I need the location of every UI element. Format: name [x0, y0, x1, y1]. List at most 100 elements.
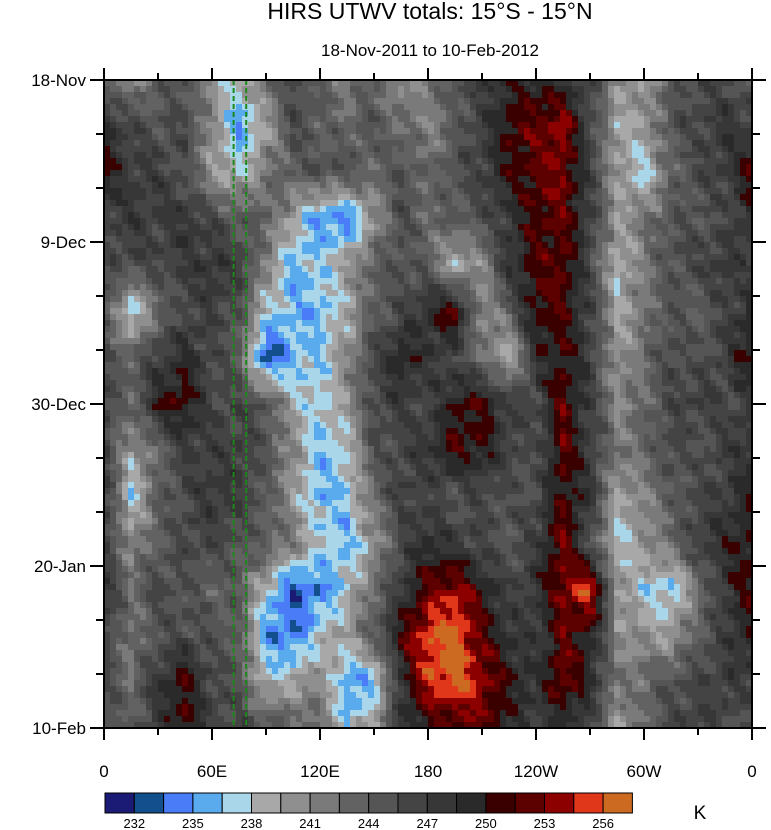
heatmap-cell	[416, 170, 423, 177]
heatmap-cell	[368, 152, 375, 159]
heatmap-cell	[638, 194, 645, 201]
heatmap-cell	[416, 224, 423, 231]
heatmap-cell	[338, 98, 345, 105]
heatmap-cell	[314, 92, 321, 99]
heatmap-cell	[200, 206, 207, 213]
heatmap-cell	[494, 272, 501, 279]
heatmap-cell	[734, 80, 741, 87]
heatmap-cell	[386, 206, 393, 213]
heatmap-cell	[518, 116, 525, 123]
heatmap-cell	[134, 92, 141, 99]
heatmap-cell	[596, 158, 603, 165]
heatmap-cell	[302, 164, 309, 171]
heatmap-cell	[662, 230, 669, 237]
heatmap-cell	[560, 266, 567, 273]
heatmap-cell	[290, 170, 297, 177]
heatmap-cell	[698, 152, 705, 159]
heatmap-cell	[374, 224, 381, 231]
heatmap-cell	[296, 170, 303, 177]
heatmap-cell	[386, 80, 393, 87]
heatmap-cell	[674, 152, 681, 159]
heatmap-cell	[344, 122, 351, 129]
heatmap-cell	[374, 212, 381, 219]
heatmap-cell	[122, 350, 129, 357]
heatmap-cell	[398, 278, 405, 285]
heatmap-cell	[710, 344, 717, 351]
heatmap-cell	[452, 278, 459, 285]
heatmap-cell	[188, 248, 195, 255]
heatmap-cell	[146, 356, 153, 363]
heatmap-cell	[722, 260, 729, 267]
heatmap-cell	[236, 296, 243, 303]
heatmap-cell	[686, 254, 693, 261]
heatmap-cell	[176, 344, 183, 351]
heatmap-cell	[656, 80, 663, 87]
heatmap-cell	[668, 266, 675, 273]
heatmap-cell	[590, 146, 597, 153]
heatmap-cell	[116, 230, 123, 237]
heatmap-cell	[578, 206, 585, 213]
heatmap-cell	[644, 326, 651, 333]
heatmap-cell	[746, 218, 753, 225]
heatmap-cell	[662, 116, 669, 123]
heatmap-cell	[404, 98, 411, 105]
heatmap-cell	[164, 194, 171, 201]
heatmap-cell	[578, 224, 585, 231]
heatmap-cell	[506, 254, 513, 261]
heatmap-cell	[716, 236, 723, 243]
heatmap-cell	[488, 314, 495, 321]
heatmap-cell	[326, 242, 333, 249]
heatmap-cell	[704, 128, 711, 135]
heatmap-cell	[236, 356, 243, 363]
heatmap-cell	[290, 152, 297, 159]
heatmap-cell	[704, 140, 711, 147]
heatmap-cell	[332, 284, 339, 291]
heatmap-cell	[710, 338, 717, 345]
heatmap-cell	[104, 188, 111, 195]
heatmap-cell	[170, 356, 177, 363]
heatmap-cell	[674, 98, 681, 105]
heatmap-cell	[470, 284, 477, 291]
heatmap-cell	[530, 176, 537, 183]
heatmap-cell	[224, 242, 231, 249]
heatmap-cell	[446, 194, 453, 201]
heatmap-cell	[404, 206, 411, 213]
heatmap-cell	[290, 350, 297, 357]
heatmap-cell	[326, 350, 333, 357]
heatmap-cell	[140, 290, 147, 297]
heatmap-cell	[326, 110, 333, 117]
heatmap-cell	[698, 146, 705, 153]
heatmap-cell	[434, 212, 441, 219]
heatmap-cell	[488, 200, 495, 207]
heatmap-cell	[476, 302, 483, 309]
heatmap-cell	[416, 308, 423, 315]
heatmap-cell	[308, 338, 315, 345]
heatmap-cell	[116, 176, 123, 183]
heatmap-cell	[554, 350, 561, 357]
heatmap-cell	[710, 104, 717, 111]
heatmap-cell	[182, 308, 189, 315]
heatmap-cell	[698, 224, 705, 231]
heatmap-cell	[518, 104, 525, 111]
heatmap-cell	[554, 302, 561, 309]
heatmap-cell	[554, 194, 561, 201]
heatmap-cell	[662, 296, 669, 303]
heatmap-cell	[626, 110, 633, 117]
heatmap-cell	[374, 188, 381, 195]
heatmap-cell	[176, 332, 183, 339]
heatmap-cell	[392, 248, 399, 255]
heatmap-cell	[620, 212, 627, 219]
heatmap-cell	[224, 116, 231, 123]
heatmap-cell	[290, 92, 297, 99]
heatmap-cell	[680, 266, 687, 273]
heatmap-cell	[212, 218, 219, 225]
heatmap-cell	[434, 248, 441, 255]
heatmap-cell	[260, 254, 267, 261]
heatmap-cell	[434, 332, 441, 339]
heatmap-cell	[146, 290, 153, 297]
heatmap-cell	[476, 182, 483, 189]
heatmap-cell	[242, 164, 249, 171]
heatmap-cell	[560, 86, 567, 93]
heatmap-cell	[686, 326, 693, 333]
heatmap-cell	[164, 308, 171, 315]
